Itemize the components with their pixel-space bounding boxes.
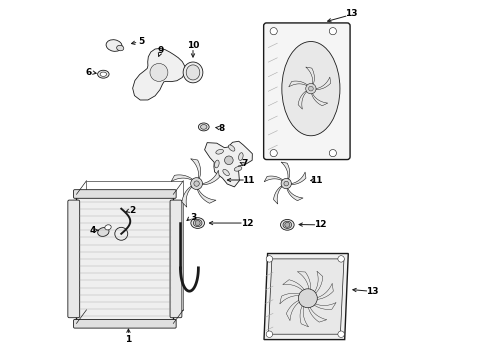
Text: 11: 11 <box>243 176 255 185</box>
Polygon shape <box>289 81 307 87</box>
Ellipse shape <box>228 145 235 151</box>
Polygon shape <box>308 305 327 322</box>
Polygon shape <box>287 189 303 201</box>
Ellipse shape <box>239 153 243 161</box>
Text: 11: 11 <box>311 176 323 185</box>
Circle shape <box>224 156 233 165</box>
Text: 12: 12 <box>314 220 326 229</box>
Polygon shape <box>197 189 216 203</box>
FancyBboxPatch shape <box>74 190 176 198</box>
Ellipse shape <box>191 218 204 228</box>
Circle shape <box>270 149 277 157</box>
Circle shape <box>301 292 315 305</box>
Polygon shape <box>300 303 309 327</box>
Text: 13: 13 <box>366 287 379 296</box>
Polygon shape <box>264 253 348 339</box>
Polygon shape <box>283 280 306 293</box>
Circle shape <box>270 28 277 35</box>
Circle shape <box>329 28 337 35</box>
Text: 5: 5 <box>138 37 144 46</box>
Polygon shape <box>316 77 331 90</box>
Circle shape <box>284 181 289 186</box>
Polygon shape <box>264 176 283 182</box>
Polygon shape <box>273 186 282 204</box>
Ellipse shape <box>215 160 219 168</box>
Ellipse shape <box>198 123 209 131</box>
Ellipse shape <box>98 70 109 78</box>
Ellipse shape <box>100 72 107 76</box>
Ellipse shape <box>234 166 242 171</box>
Polygon shape <box>312 302 336 310</box>
Ellipse shape <box>186 65 200 80</box>
Polygon shape <box>205 141 252 187</box>
Circle shape <box>306 84 316 94</box>
Polygon shape <box>76 194 173 323</box>
FancyBboxPatch shape <box>264 23 350 159</box>
FancyBboxPatch shape <box>68 200 80 318</box>
Polygon shape <box>182 186 192 207</box>
FancyBboxPatch shape <box>74 319 176 328</box>
Circle shape <box>285 222 290 227</box>
Text: 13: 13 <box>344 9 357 18</box>
Text: 1: 1 <box>125 335 132 344</box>
Polygon shape <box>315 283 333 300</box>
Ellipse shape <box>298 289 318 308</box>
Circle shape <box>195 221 200 226</box>
Polygon shape <box>291 172 306 185</box>
Text: 3: 3 <box>190 213 196 222</box>
Circle shape <box>281 179 292 189</box>
Text: 12: 12 <box>241 219 253 228</box>
Ellipse shape <box>280 220 294 230</box>
Polygon shape <box>171 175 193 181</box>
Ellipse shape <box>200 125 207 129</box>
Circle shape <box>329 149 337 157</box>
Text: 6: 6 <box>86 68 92 77</box>
Ellipse shape <box>216 149 223 154</box>
Text: 9: 9 <box>158 46 164 55</box>
Polygon shape <box>312 94 328 106</box>
Polygon shape <box>306 67 315 84</box>
FancyBboxPatch shape <box>170 200 182 318</box>
Polygon shape <box>298 91 307 109</box>
Ellipse shape <box>282 41 340 136</box>
Ellipse shape <box>105 225 111 230</box>
Ellipse shape <box>223 170 229 176</box>
Ellipse shape <box>283 221 292 228</box>
Circle shape <box>338 256 344 262</box>
Ellipse shape <box>183 62 203 83</box>
Polygon shape <box>313 271 323 295</box>
Circle shape <box>266 331 272 337</box>
Circle shape <box>266 256 272 262</box>
Polygon shape <box>281 162 290 179</box>
Text: 7: 7 <box>242 159 248 168</box>
Text: 4: 4 <box>89 226 96 235</box>
Ellipse shape <box>194 220 202 226</box>
Circle shape <box>191 178 202 189</box>
Polygon shape <box>269 259 344 334</box>
Ellipse shape <box>117 45 124 51</box>
Circle shape <box>305 295 311 301</box>
Polygon shape <box>191 159 200 178</box>
Polygon shape <box>297 272 311 292</box>
Circle shape <box>150 63 168 81</box>
Text: 8: 8 <box>219 123 225 132</box>
Circle shape <box>309 86 313 91</box>
Circle shape <box>338 331 344 337</box>
Text: 10: 10 <box>187 41 199 50</box>
Text: 2: 2 <box>129 206 135 215</box>
Polygon shape <box>280 293 302 304</box>
Polygon shape <box>286 300 302 321</box>
Polygon shape <box>133 48 185 100</box>
Ellipse shape <box>98 228 109 237</box>
Ellipse shape <box>106 40 122 51</box>
Polygon shape <box>202 170 220 185</box>
Circle shape <box>194 181 199 186</box>
